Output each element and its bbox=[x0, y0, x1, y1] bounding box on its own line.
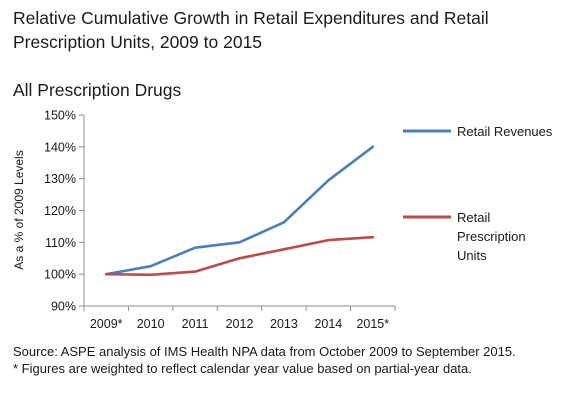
x-tick-label: 2015* bbox=[356, 317, 389, 331]
x-tick-label: 2010 bbox=[137, 317, 165, 331]
x-tick-label: 2009* bbox=[90, 317, 123, 331]
series-line-1 bbox=[104, 145, 375, 276]
y-tick-label: 90% bbox=[51, 300, 76, 314]
axes: 90% 100% 110% 120% 130% 140% 150% 2009* 2010 2011… bbox=[44, 109, 396, 331]
y-axis-label: As a % of 2009 Levels bbox=[12, 150, 26, 269]
chart-subtitle: All Prescription Drugs bbox=[13, 80, 182, 100]
legend-label-2: Retail Prescription Units bbox=[457, 210, 526, 263]
footer: Source: ASPE analysis of IMS Health NPA … bbox=[13, 343, 558, 377]
y-tick-label: 150% bbox=[44, 109, 76, 123]
x-tick-label: 2013 bbox=[270, 317, 298, 331]
series-layer bbox=[104, 145, 375, 277]
x-tick-label: 2012 bbox=[226, 317, 254, 331]
y-tick-label: 140% bbox=[44, 140, 76, 154]
x-tick-label: 2011 bbox=[182, 317, 209, 331]
y-tick-label: 130% bbox=[44, 172, 76, 186]
chart-title: Relative Cumulative Growth in Retail Exp… bbox=[13, 8, 489, 52]
y-tick-label: 110% bbox=[45, 236, 76, 250]
y-tick-label: 120% bbox=[44, 204, 76, 218]
x-tick-label: 2014 bbox=[314, 317, 342, 331]
legend: Retail Revenues Retail Prescription Units bbox=[403, 124, 553, 263]
series-line-2 bbox=[104, 235, 375, 277]
y-tick-label: 100% bbox=[44, 268, 76, 282]
legend-label-1: Retail Revenues bbox=[457, 124, 553, 139]
source-note: Source: ASPE analysis of IMS Health NPA … bbox=[13, 344, 516, 359]
footnote: * Figures are weighted to reflect calend… bbox=[13, 361, 472, 376]
